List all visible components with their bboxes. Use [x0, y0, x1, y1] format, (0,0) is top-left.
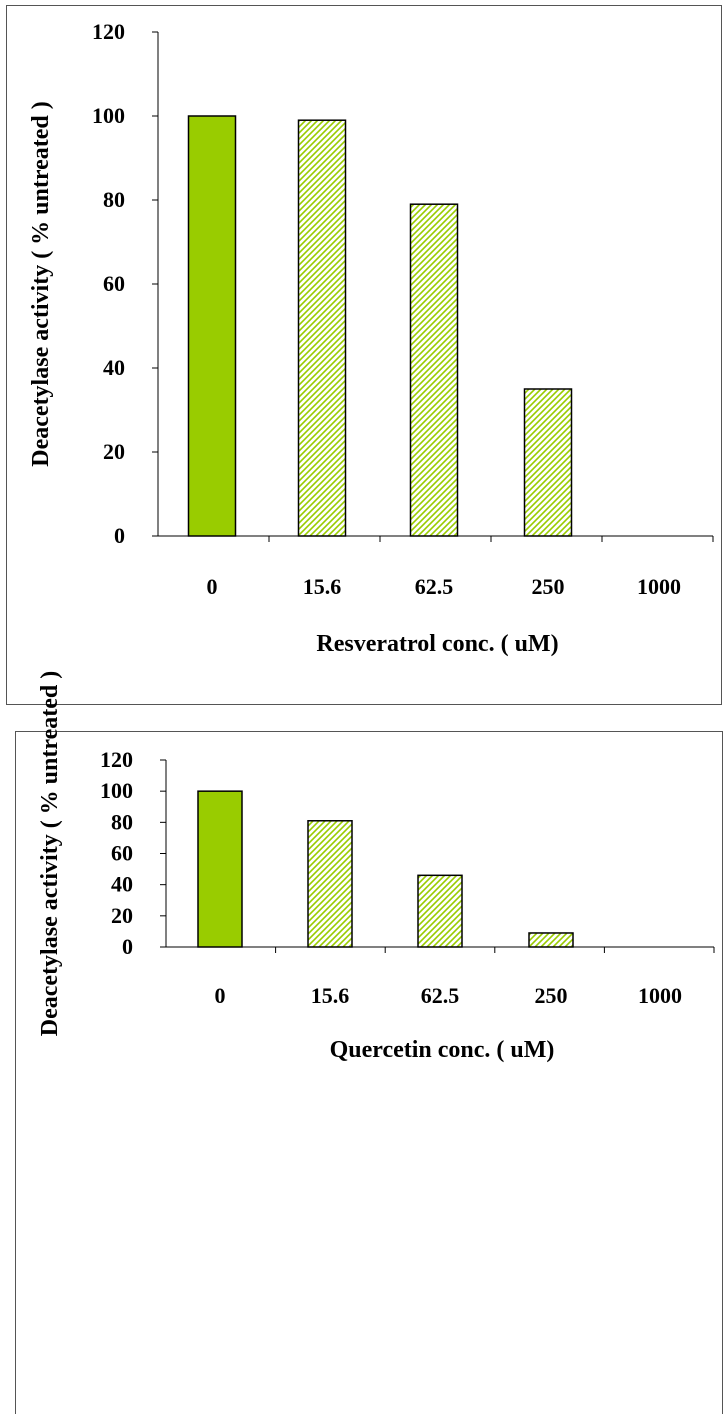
chart-1-bar-15-6	[297, 119, 347, 537]
chart-1-bar-0	[187, 115, 237, 537]
chart-1-y-tick-label: 40	[103, 355, 125, 380]
chart-2-y-tick-label: 60	[111, 841, 133, 866]
chart-2-bar-250	[528, 932, 574, 948]
chart-1-y-tick-label: 0	[114, 523, 125, 548]
chart-1-bar-62-5	[409, 203, 459, 537]
chart-1-y-tick-label: 60	[103, 271, 125, 296]
chart-2-bar-62-5	[417, 874, 463, 948]
chart-2-x-tick-label: 15.6	[311, 983, 350, 1008]
chart-1-y-tick-label: 100	[92, 103, 125, 128]
chart-2-x-tick-label: 62.5	[421, 983, 460, 1008]
chart-2-y-axis-title: Deacetylase activity ( % untreated )	[37, 671, 63, 1036]
chart-1-bar-250	[523, 388, 573, 537]
chart-1-x-tick-label: 1000	[637, 574, 681, 599]
chart-2-y-tick-label: 100	[100, 778, 133, 803]
chart-2-y-tick-label: 20	[111, 903, 133, 928]
chart-2-x-tick-label: 1000	[638, 983, 682, 1008]
chart-2-y-tick-label: 40	[111, 872, 133, 897]
chart-2-y-tick-label: 120	[100, 747, 133, 772]
chart-2-y-tick-label: 0	[122, 934, 133, 959]
chart-1-x-tick-label: 0	[207, 574, 218, 599]
chart-1-x-axis-title: Resveratrol conc. ( uM)	[316, 631, 558, 657]
chart-1-y-axis-title: Deacetylase activity ( % untreated )	[28, 101, 54, 466]
chart-panel-resveratrol	[6, 5, 722, 705]
chart-2-x-axis-title: Quercetin conc. ( uM)	[330, 1037, 555, 1063]
chart-1-x-tick-label: 250	[532, 574, 565, 599]
chart-1-y-tick-label: 120	[92, 19, 125, 44]
chart-1-y-tick-label: 80	[103, 187, 125, 212]
chart-1-y-tick-label: 20	[103, 439, 125, 464]
chart-2-y-tick-label: 80	[111, 809, 133, 834]
chart-1-x-tick-label: 15.6	[303, 574, 342, 599]
chart-2-x-tick-label: 250	[535, 983, 568, 1008]
chart-2-bar-15-6	[307, 820, 353, 948]
chart-panel-quercetin	[15, 731, 723, 1414]
chart-2-bar-0	[197, 790, 243, 948]
chart-2-x-tick-label: 0	[215, 983, 226, 1008]
chart-1-x-tick-label: 62.5	[415, 574, 454, 599]
